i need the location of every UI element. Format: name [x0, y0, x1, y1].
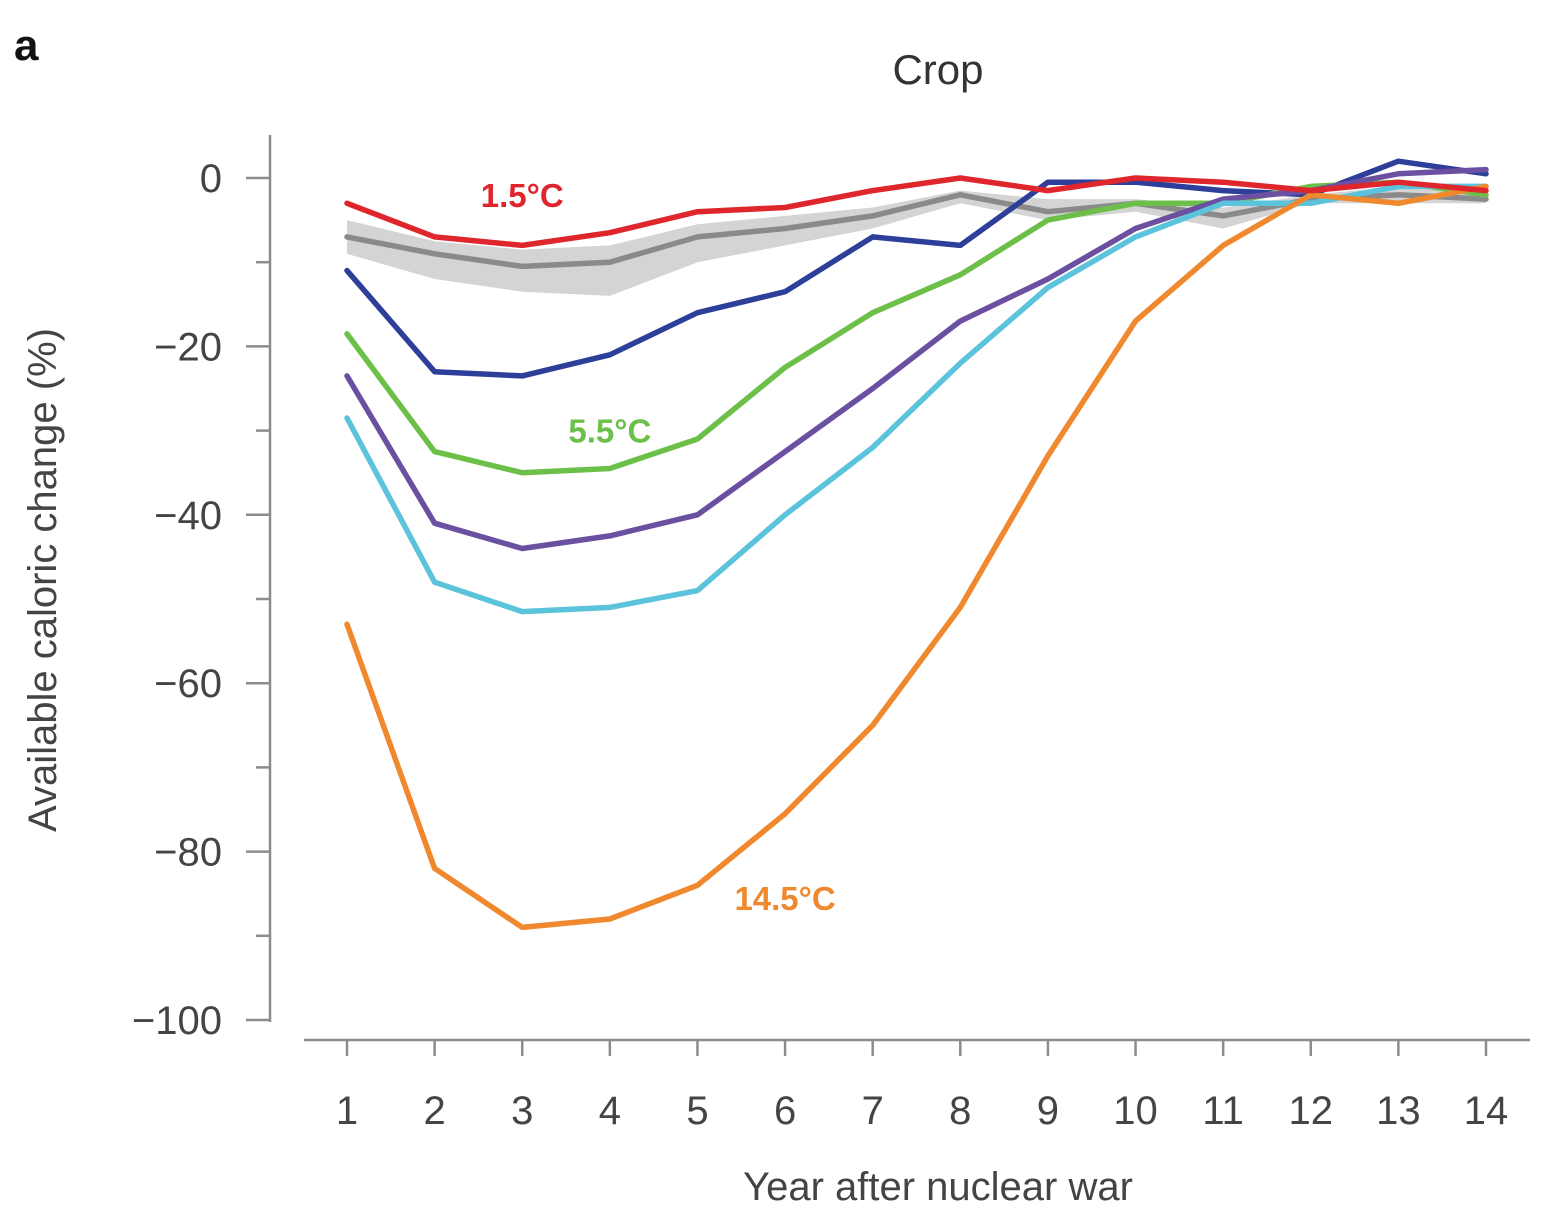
x-tick-label: 8	[949, 1089, 971, 1133]
y-tick-label: −60	[154, 662, 222, 706]
x-tick-label: 6	[774, 1089, 796, 1133]
y-tick-label: −40	[154, 494, 222, 538]
y-axis-label: Available caloric change (%)	[21, 328, 65, 832]
y-tick-label: −100	[132, 999, 222, 1043]
x-tick-label: 10	[1113, 1089, 1158, 1133]
series-annotation-2: 14.5°C	[734, 880, 835, 917]
panel-label: a	[14, 21, 39, 70]
y-tick-label: −80	[154, 831, 222, 875]
series-annotation-0: 1.5°C	[481, 177, 564, 214]
x-tick-label: 9	[1037, 1089, 1059, 1133]
annotation-layer: 1.5°C 5.5°C 14.5°C	[481, 177, 836, 917]
series-annotation-1: 5.5°C	[568, 413, 651, 450]
x-axis-label: Year after nuclear war	[743, 1165, 1133, 1209]
y-ticks: 0 −20 −40 −60 −80 −100	[132, 157, 270, 1043]
chart-title: Crop	[892, 46, 983, 93]
x-tick-label: 3	[511, 1089, 533, 1133]
x-tick-label: 2	[423, 1089, 445, 1133]
x-tick-label: 7	[862, 1089, 884, 1133]
series-line-5	[344, 183, 1489, 931]
y-tick-label: −20	[154, 325, 222, 369]
x-tick-label: 12	[1289, 1089, 1334, 1133]
series-line-3	[344, 166, 1489, 552]
x-tick-label: 4	[599, 1089, 621, 1133]
series-line-2	[344, 179, 1489, 476]
series-layer	[344, 158, 1489, 931]
x-tick-label: 1	[336, 1089, 358, 1133]
y-tick-label: 0	[200, 157, 222, 201]
x-tick-label: 5	[686, 1089, 708, 1133]
x-tick-label: 13	[1376, 1089, 1421, 1133]
x-tick-label: 11	[1202, 1089, 1244, 1133]
series-line-6	[344, 175, 1489, 249]
x-tick-label: 14	[1464, 1089, 1509, 1133]
x-ticks: 1 2 3 4 5 6 7 8 9 10 11 12 13 14	[336, 1040, 1508, 1133]
